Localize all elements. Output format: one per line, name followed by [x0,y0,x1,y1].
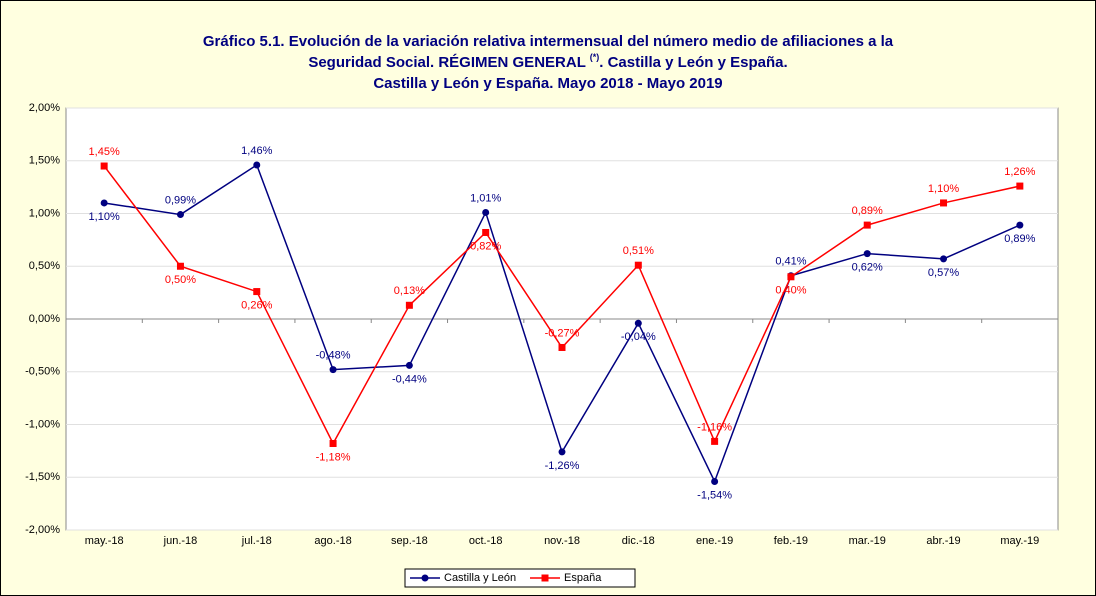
data-label: 0,99% [165,194,196,206]
data-point [100,162,108,170]
data-point [176,262,184,270]
data-point [558,448,566,456]
chart-title: Gráfico 5.1. Evolución de la variación r… [203,33,894,50]
data-point [558,343,566,351]
title-superscript: (*) [590,52,600,62]
data-label: -1,54% [697,489,732,501]
legend-marker [541,574,549,582]
data-label: 0,50% [165,274,196,286]
data-point [482,228,490,236]
data-label: -1,18% [316,451,351,463]
data-label: 0,13% [394,285,425,297]
data-point [863,221,871,229]
data-point [940,255,948,263]
y-tick-label: 2,00% [29,102,60,114]
data-label: 0,26% [241,299,272,311]
data-label: 0,89% [852,205,883,217]
data-point [176,211,184,219]
chart-title: Seguridad Social. RÉGIMEN GENERAL (*). C… [308,52,787,71]
chart-title: Castilla y León y España. Mayo 2018 - Ma… [373,75,722,92]
x-tick-label: feb.-19 [774,535,808,547]
data-label: 0,57% [928,267,959,279]
data-label: -0,04% [621,331,656,343]
data-label: 1,46% [241,145,272,157]
x-tick-label: sep.-18 [391,535,428,547]
x-tick-label: may.-18 [85,535,124,547]
legend-label: España [564,572,602,584]
data-point [787,273,795,281]
y-tick-label: -0,50% [25,366,60,378]
data-label: -0,44% [392,373,427,385]
data-label: 1,01% [470,192,501,204]
data-label: 0,89% [1004,233,1035,245]
data-label: 1,45% [89,146,120,158]
data-point [482,208,490,216]
data-point [329,366,337,374]
x-tick-label: abr.-19 [926,535,960,547]
data-label: -0,48% [316,350,351,362]
data-point [1016,221,1024,229]
x-tick-label: may.-19 [1000,535,1039,547]
data-label: 0,51% [623,245,654,257]
data-point [329,439,337,447]
data-label: 0,41% [775,256,806,268]
x-tick-label: mar.-19 [849,535,886,547]
data-label: 0,82% [470,240,501,252]
data-point [253,161,261,169]
data-label: 0,40% [775,285,806,297]
data-point [405,301,413,309]
y-tick-label: -1,50% [25,471,60,483]
y-tick-label: 0,50% [29,260,60,272]
legend-marker [421,574,429,582]
data-label: -0,27% [545,327,580,339]
x-tick-label: oct.-18 [469,535,503,547]
x-tick-label: jul.-18 [241,535,272,547]
y-tick-label: -2,00% [25,524,60,536]
y-tick-label: -1,00% [25,418,60,430]
x-tick-label: dic.-18 [622,535,655,547]
x-tick-label: ago.-18 [314,535,351,547]
data-point [711,437,719,445]
x-tick-label: nov.-18 [544,535,580,547]
data-point [711,477,719,485]
y-tick-label: 1,00% [29,207,60,219]
data-point [1016,182,1024,190]
x-tick-label: ene.-19 [696,535,733,547]
data-label: 1,26% [1004,166,1035,178]
data-label: 1,10% [89,211,120,223]
data-label: 1,10% [928,183,959,195]
data-label: 0,62% [852,261,883,273]
x-tick-label: jun.-18 [163,535,198,547]
legend-label: Castilla y León [444,572,516,584]
data-point [940,199,948,207]
data-label: -1,16% [697,421,732,433]
data-point [405,361,413,369]
data-point [634,319,642,327]
y-tick-label: 0,00% [29,313,60,325]
data-label: -1,26% [545,460,580,472]
data-point [100,199,108,207]
data-point [863,250,871,258]
data-point [253,288,261,296]
title-part: . Castilla y León y España. [599,54,787,71]
legend-box [404,568,636,588]
y-tick-label: 1,50% [29,155,60,167]
data-point [634,261,642,269]
title-part: Seguridad Social. RÉGIMEN GENERAL [308,54,589,71]
